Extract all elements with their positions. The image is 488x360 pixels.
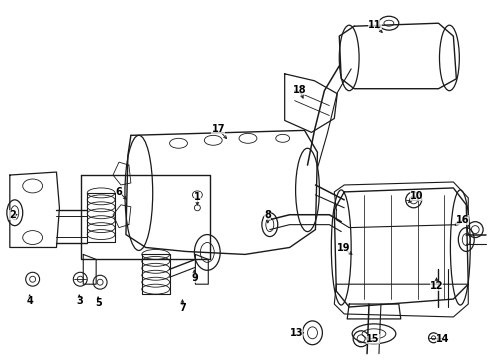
- Text: 4: 4: [26, 296, 33, 306]
- Text: 6: 6: [115, 187, 122, 197]
- Text: 3: 3: [76, 296, 82, 306]
- Text: 13: 13: [289, 328, 303, 338]
- Polygon shape: [339, 23, 455, 89]
- Text: 9: 9: [191, 273, 197, 283]
- Text: 12: 12: [429, 281, 442, 291]
- Text: 8: 8: [264, 210, 271, 220]
- Text: 15: 15: [366, 334, 379, 344]
- Polygon shape: [346, 304, 400, 319]
- Text: 11: 11: [367, 20, 381, 30]
- Text: 7: 7: [179, 303, 185, 313]
- Polygon shape: [284, 74, 337, 132]
- Polygon shape: [334, 188, 468, 307]
- Text: 2: 2: [9, 210, 16, 220]
- Text: 19: 19: [336, 243, 349, 253]
- Text: 17: 17: [211, 125, 224, 134]
- Polygon shape: [10, 172, 60, 247]
- Text: 1: 1: [194, 192, 201, 202]
- Text: 16: 16: [455, 215, 468, 225]
- Text: 10: 10: [409, 191, 423, 201]
- Polygon shape: [126, 130, 317, 255]
- Text: 14: 14: [435, 334, 448, 344]
- Text: 18: 18: [292, 85, 306, 95]
- Text: 5: 5: [95, 298, 102, 308]
